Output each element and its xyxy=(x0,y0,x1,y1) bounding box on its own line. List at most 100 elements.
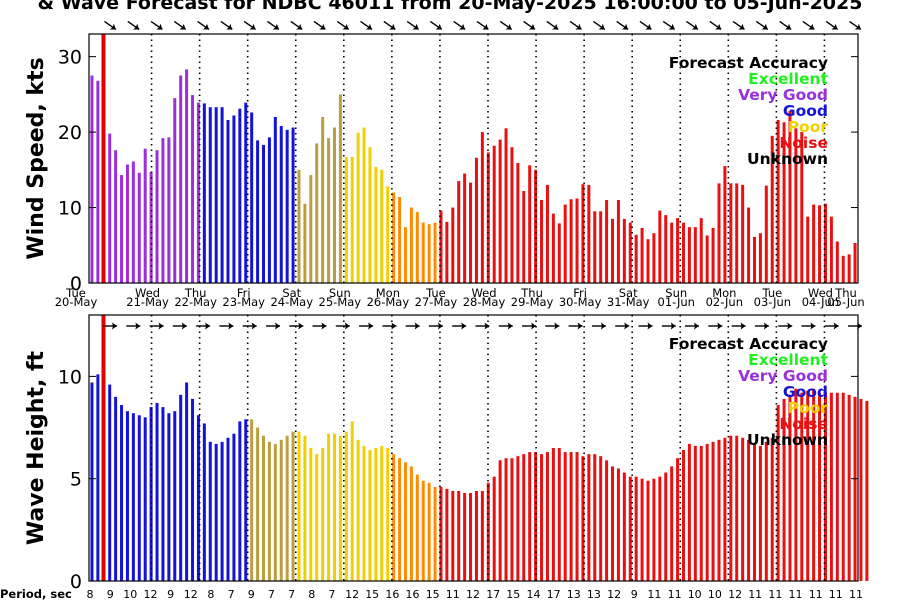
wave-bar xyxy=(362,445,366,581)
direction-arrow-head xyxy=(600,322,606,330)
legend-entry: Excellent xyxy=(748,351,828,369)
wave-bar xyxy=(137,415,141,581)
period-value: 15 xyxy=(365,588,379,600)
wind-bar xyxy=(208,107,212,283)
wave-bar xyxy=(492,476,496,581)
wind-bar xyxy=(516,163,520,283)
direction-arrow-head xyxy=(694,322,699,330)
chart-title: & Wave Forecast for NDBC 46011 from 20-M… xyxy=(38,0,863,14)
wind-bar xyxy=(362,127,366,283)
date-axis-date-label: 25-May xyxy=(319,295,362,309)
wave-direction-arrow xyxy=(149,322,164,330)
wave-bar xyxy=(770,437,774,581)
wave-bar xyxy=(451,490,455,581)
wind-direction-arrow xyxy=(569,20,582,31)
wind-direction-arrow xyxy=(825,20,839,31)
date-axis-date-label: 20-May xyxy=(55,295,98,309)
date-axis-date-label: 04-Jun xyxy=(802,295,839,309)
wave-bar xyxy=(812,388,816,581)
wave-bar xyxy=(752,443,756,581)
wave-direction-arrow xyxy=(172,322,187,330)
wind-bar xyxy=(415,212,419,283)
wind-bar xyxy=(634,234,638,283)
wind-bar xyxy=(409,207,413,283)
wave-bar xyxy=(380,445,384,581)
wind-bar xyxy=(161,138,165,283)
wave-bar xyxy=(297,431,301,581)
wave-bar xyxy=(628,476,632,581)
wind-bar xyxy=(664,215,668,283)
wave-bar xyxy=(853,396,857,581)
direction-arrow-head xyxy=(670,322,676,330)
date-axis-day-label: Mon xyxy=(376,286,400,300)
direction-arrow-head xyxy=(738,23,745,30)
period-value: 11 xyxy=(768,588,782,600)
wave-direction-arrow xyxy=(266,322,280,330)
wave-bar xyxy=(332,433,336,581)
wave-bar xyxy=(747,439,751,581)
wind-direction-arrow xyxy=(476,20,489,31)
wave-bar xyxy=(120,405,124,581)
wind-bar xyxy=(463,173,467,283)
wave-direction-arrow xyxy=(615,322,630,330)
wind-bar xyxy=(244,102,248,283)
wave-bar xyxy=(705,443,709,581)
wind-bar xyxy=(581,184,585,283)
wind-bar xyxy=(90,75,94,283)
period-value: 11 xyxy=(668,588,682,600)
wave-bar xyxy=(303,435,307,581)
wind-direction-arrow xyxy=(127,20,140,31)
wind-bar xyxy=(262,144,265,283)
wind-bar xyxy=(741,184,745,283)
wind-bar xyxy=(504,128,508,283)
direction-arrow-head xyxy=(598,23,605,30)
date-axis-day-label: Sat xyxy=(619,286,638,300)
wave-direction-arrow xyxy=(661,322,676,330)
wave-direction-arrow xyxy=(335,322,350,330)
wind-bar xyxy=(291,127,295,283)
wind-ytick-label: 30 xyxy=(58,47,82,69)
wave-bar xyxy=(676,458,680,581)
wave-bar xyxy=(480,490,484,581)
period-value: 8 xyxy=(308,588,315,600)
wind-bar xyxy=(853,243,857,283)
period-value: 11 xyxy=(829,588,843,600)
direction-arrow-head xyxy=(228,322,234,330)
direction-arrow-head xyxy=(554,322,560,330)
wave-bar xyxy=(167,413,171,581)
wave-direction-arrow xyxy=(196,322,211,330)
wave-bar xyxy=(403,462,407,581)
date-axis-date-label: 24-May xyxy=(270,295,313,309)
wave-direction-arrow xyxy=(848,322,862,330)
wave-bar xyxy=(155,402,159,581)
wind-ytick-label: 0 xyxy=(70,273,82,295)
wave-bar xyxy=(545,452,549,581)
wind-bar xyxy=(155,150,159,283)
wind-bar xyxy=(752,236,756,283)
direction-arrow-head xyxy=(179,23,186,30)
wave-direction-arrow xyxy=(638,322,653,330)
direction-arrow-head xyxy=(459,23,466,30)
wave-bar xyxy=(557,448,561,581)
wind-bar xyxy=(202,103,206,283)
direction-arrow-head xyxy=(622,23,629,30)
wave-bar xyxy=(433,486,437,581)
wave-bar xyxy=(409,466,413,581)
date-axis-day-label: Sat xyxy=(282,286,301,300)
date-axis-day-label: Thu xyxy=(520,286,543,300)
wave-bar xyxy=(540,454,544,581)
wave-bar xyxy=(735,435,739,581)
wave-direction-arrow xyxy=(545,322,560,330)
date-axis-day-label: Wed xyxy=(471,286,496,300)
wind-bar xyxy=(125,164,129,283)
wind-bar xyxy=(823,203,827,283)
direction-arrow-head xyxy=(461,322,467,330)
wave-bar xyxy=(729,435,733,581)
date-axis-day-label: Fri xyxy=(237,286,251,300)
wave-bar xyxy=(214,443,218,581)
direction-arrow-head xyxy=(412,23,419,30)
wind-bar xyxy=(682,222,685,283)
wave-bar xyxy=(427,482,431,581)
wind-bar xyxy=(723,166,727,283)
wave-bar xyxy=(528,452,532,581)
